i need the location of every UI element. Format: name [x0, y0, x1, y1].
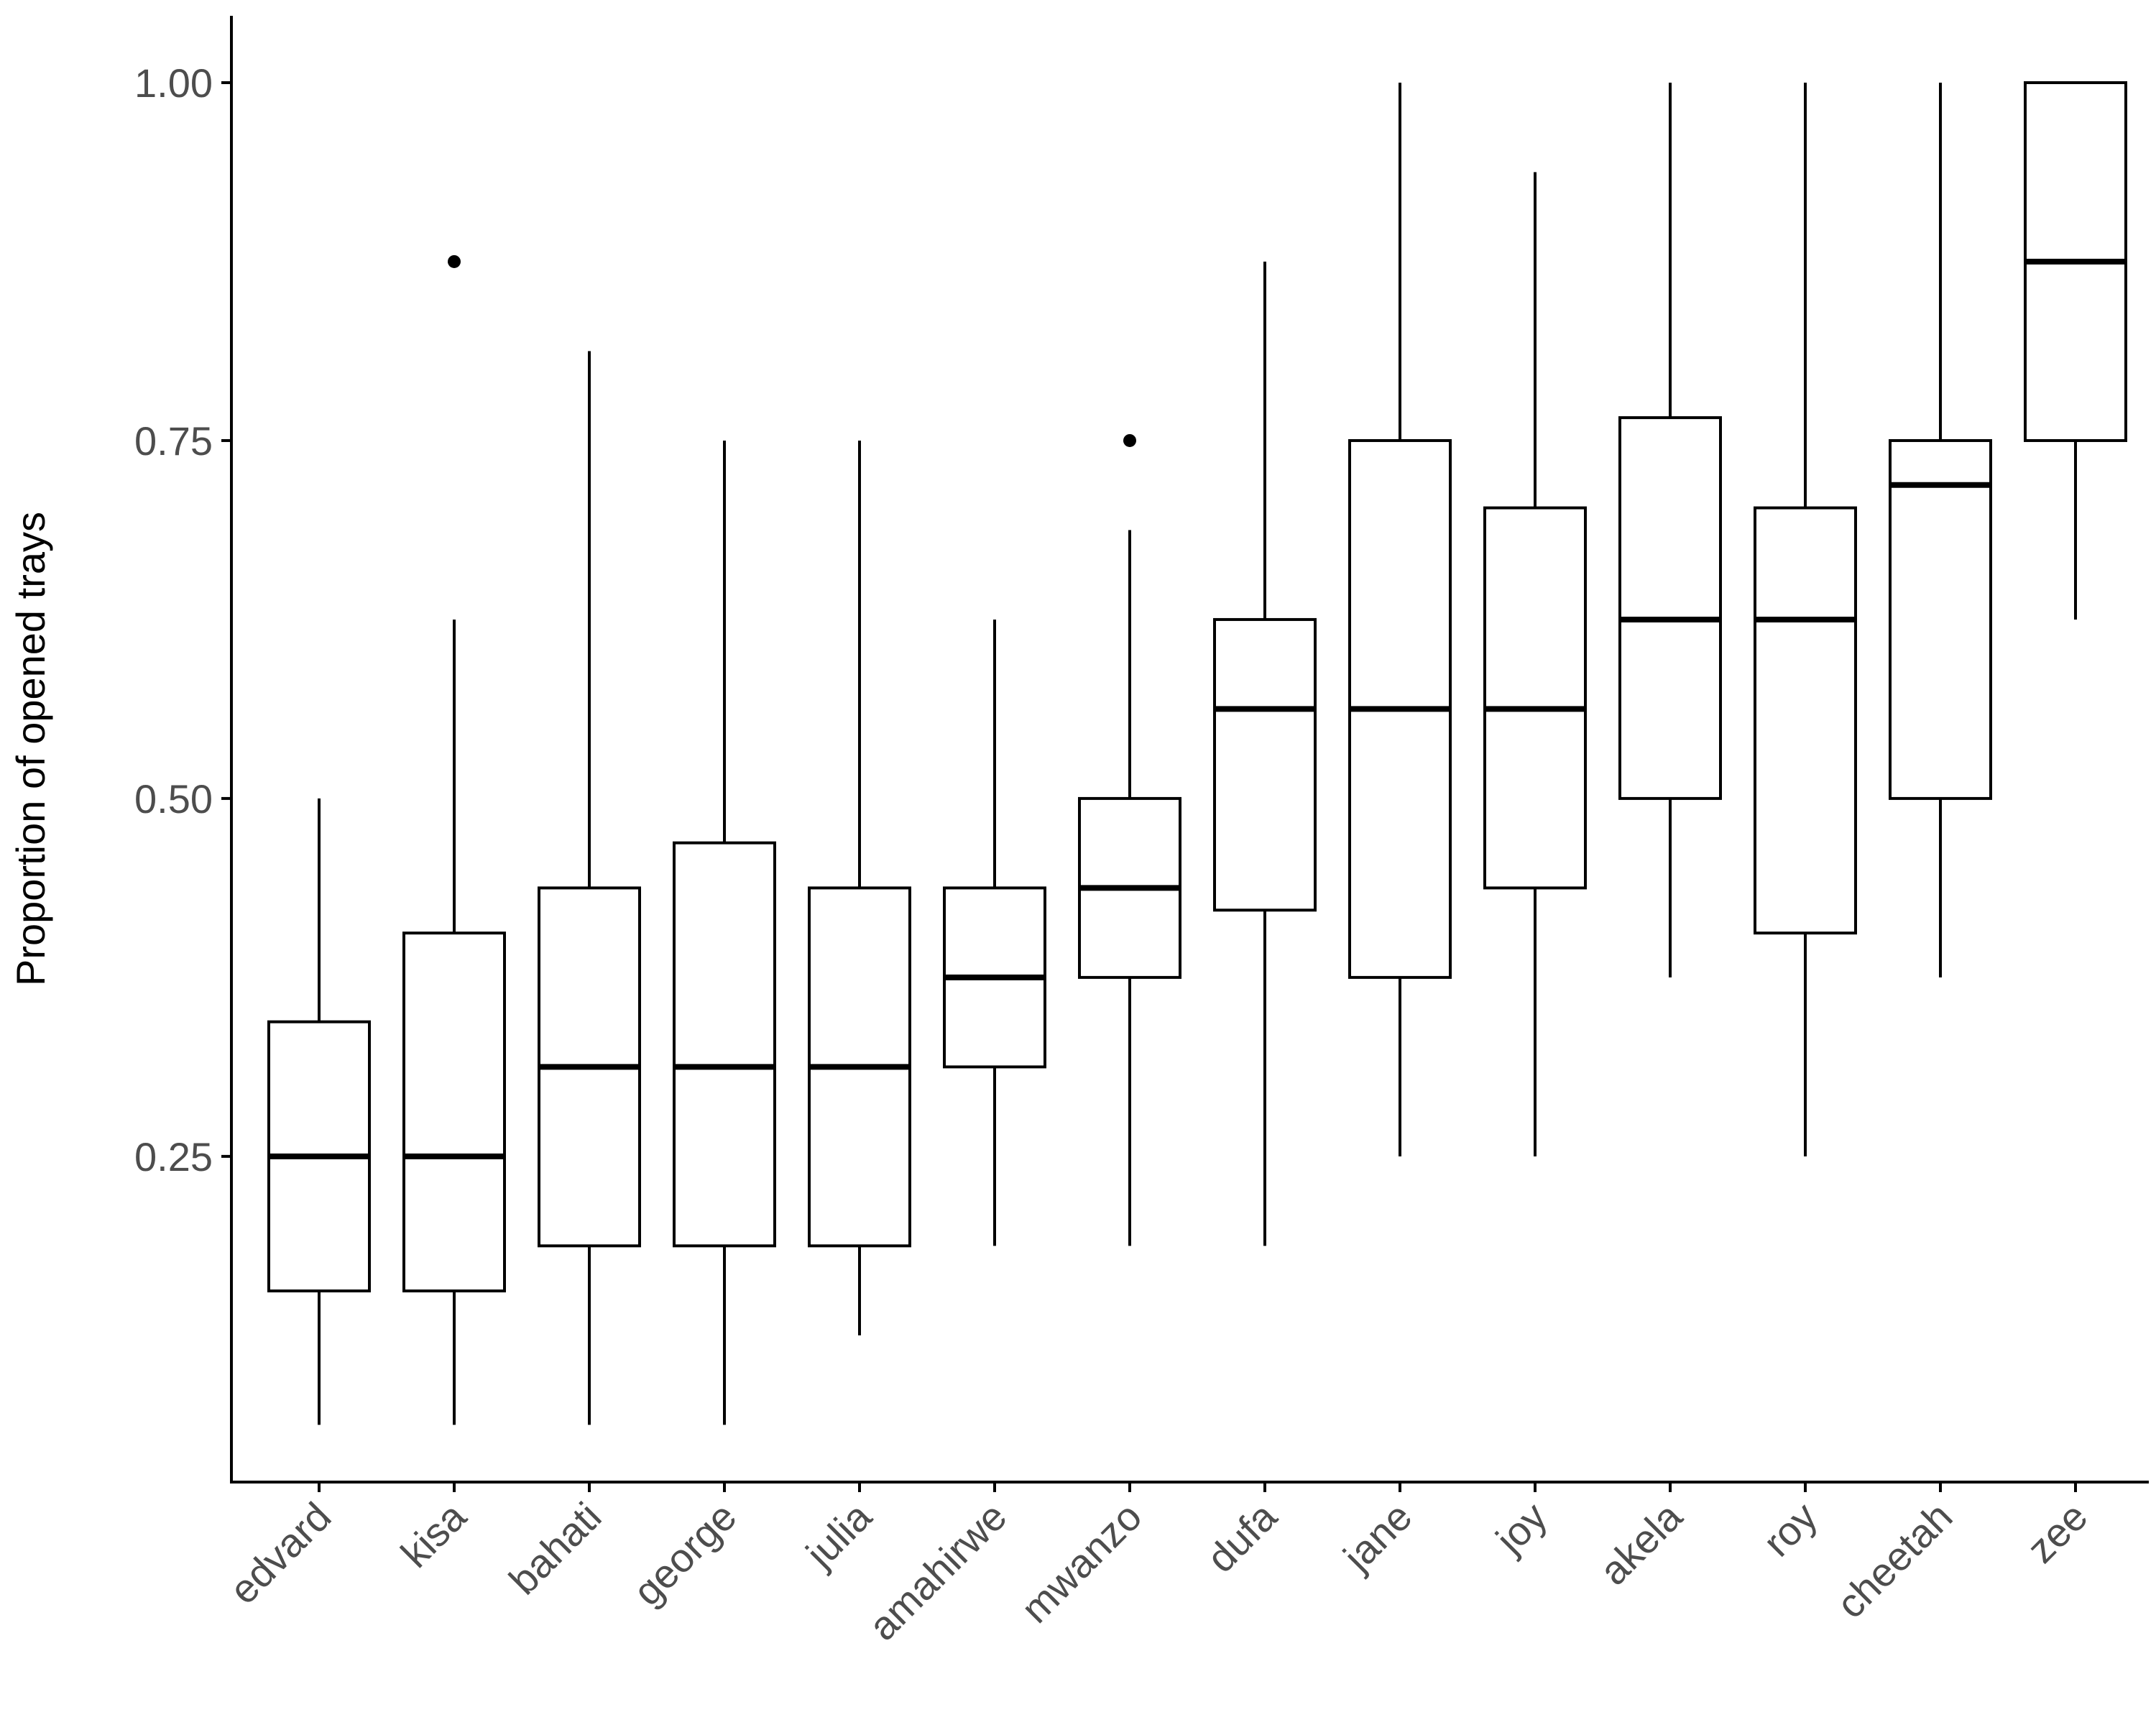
axis-lines — [230, 16, 2149, 1484]
box-amahirwe — [943, 619, 1046, 1246]
box-mwanzo — [1078, 433, 1181, 1246]
box-joy — [1483, 172, 1587, 1156]
x-tick-label: dufa — [1198, 1493, 1286, 1581]
box-body — [1213, 617, 1317, 912]
y-axis-title: Proportion of opened trays — [8, 512, 53, 986]
x-axis-ticks: edvard kisa bahati george juliaamahirwemwanz… — [221, 1482, 2096, 1649]
plot-area — [267, 81, 2127, 1425]
box-george — [673, 440, 776, 1425]
y-tick-label: 1.00 — [134, 60, 213, 106]
box-bahati — [538, 351, 641, 1425]
box-roy — [1754, 83, 1857, 1156]
box-body — [1483, 506, 1587, 890]
x-tick-label: george — [625, 1494, 745, 1614]
box-body — [673, 841, 776, 1248]
box-jane — [1348, 83, 1452, 1156]
x-tick-label: edvard — [221, 1494, 340, 1613]
box-akela — [1618, 83, 1722, 978]
box-body — [1754, 506, 1857, 935]
box-julia — [808, 440, 911, 1335]
box-edvard — [267, 798, 371, 1425]
box-cheetah — [1889, 83, 1992, 978]
x-tick-label: julia — [796, 1493, 880, 1577]
x-tick-label: joy — [1486, 1494, 1556, 1563]
axes — [230, 16, 2149, 1484]
x-tick-label: mwanzo — [1012, 1494, 1150, 1632]
box-zee — [2024, 81, 2127, 620]
x-tick-label: amahirwe — [860, 1494, 1015, 1649]
y-axis-ticks: 0.25 0.50 0.75 1.00 — [134, 60, 231, 1179]
box-body — [402, 932, 506, 1293]
x-tick-label: jane — [1334, 1494, 1421, 1581]
box-kisa — [402, 254, 506, 1425]
outlier-point — [1123, 433, 1136, 447]
x-tick-label: zee — [2018, 1494, 2096, 1571]
x-tick-label: kisa — [392, 1493, 476, 1576]
x-tick-label: akela — [1590, 1493, 1691, 1593]
y-tick-label: 0.75 — [134, 418, 213, 464]
box-body — [1889, 438, 1992, 800]
y-tick-label: 0.50 — [134, 776, 213, 822]
outlier-point — [448, 254, 461, 268]
box-dufa — [1213, 261, 1317, 1246]
x-tick-label: roy — [1754, 1494, 1826, 1565]
x-tick-label: cheetah — [1828, 1494, 1961, 1627]
x-tick-label: bahati — [500, 1494, 609, 1603]
y-tick-label: 0.25 — [134, 1134, 213, 1179]
box-body — [1618, 416, 1722, 800]
